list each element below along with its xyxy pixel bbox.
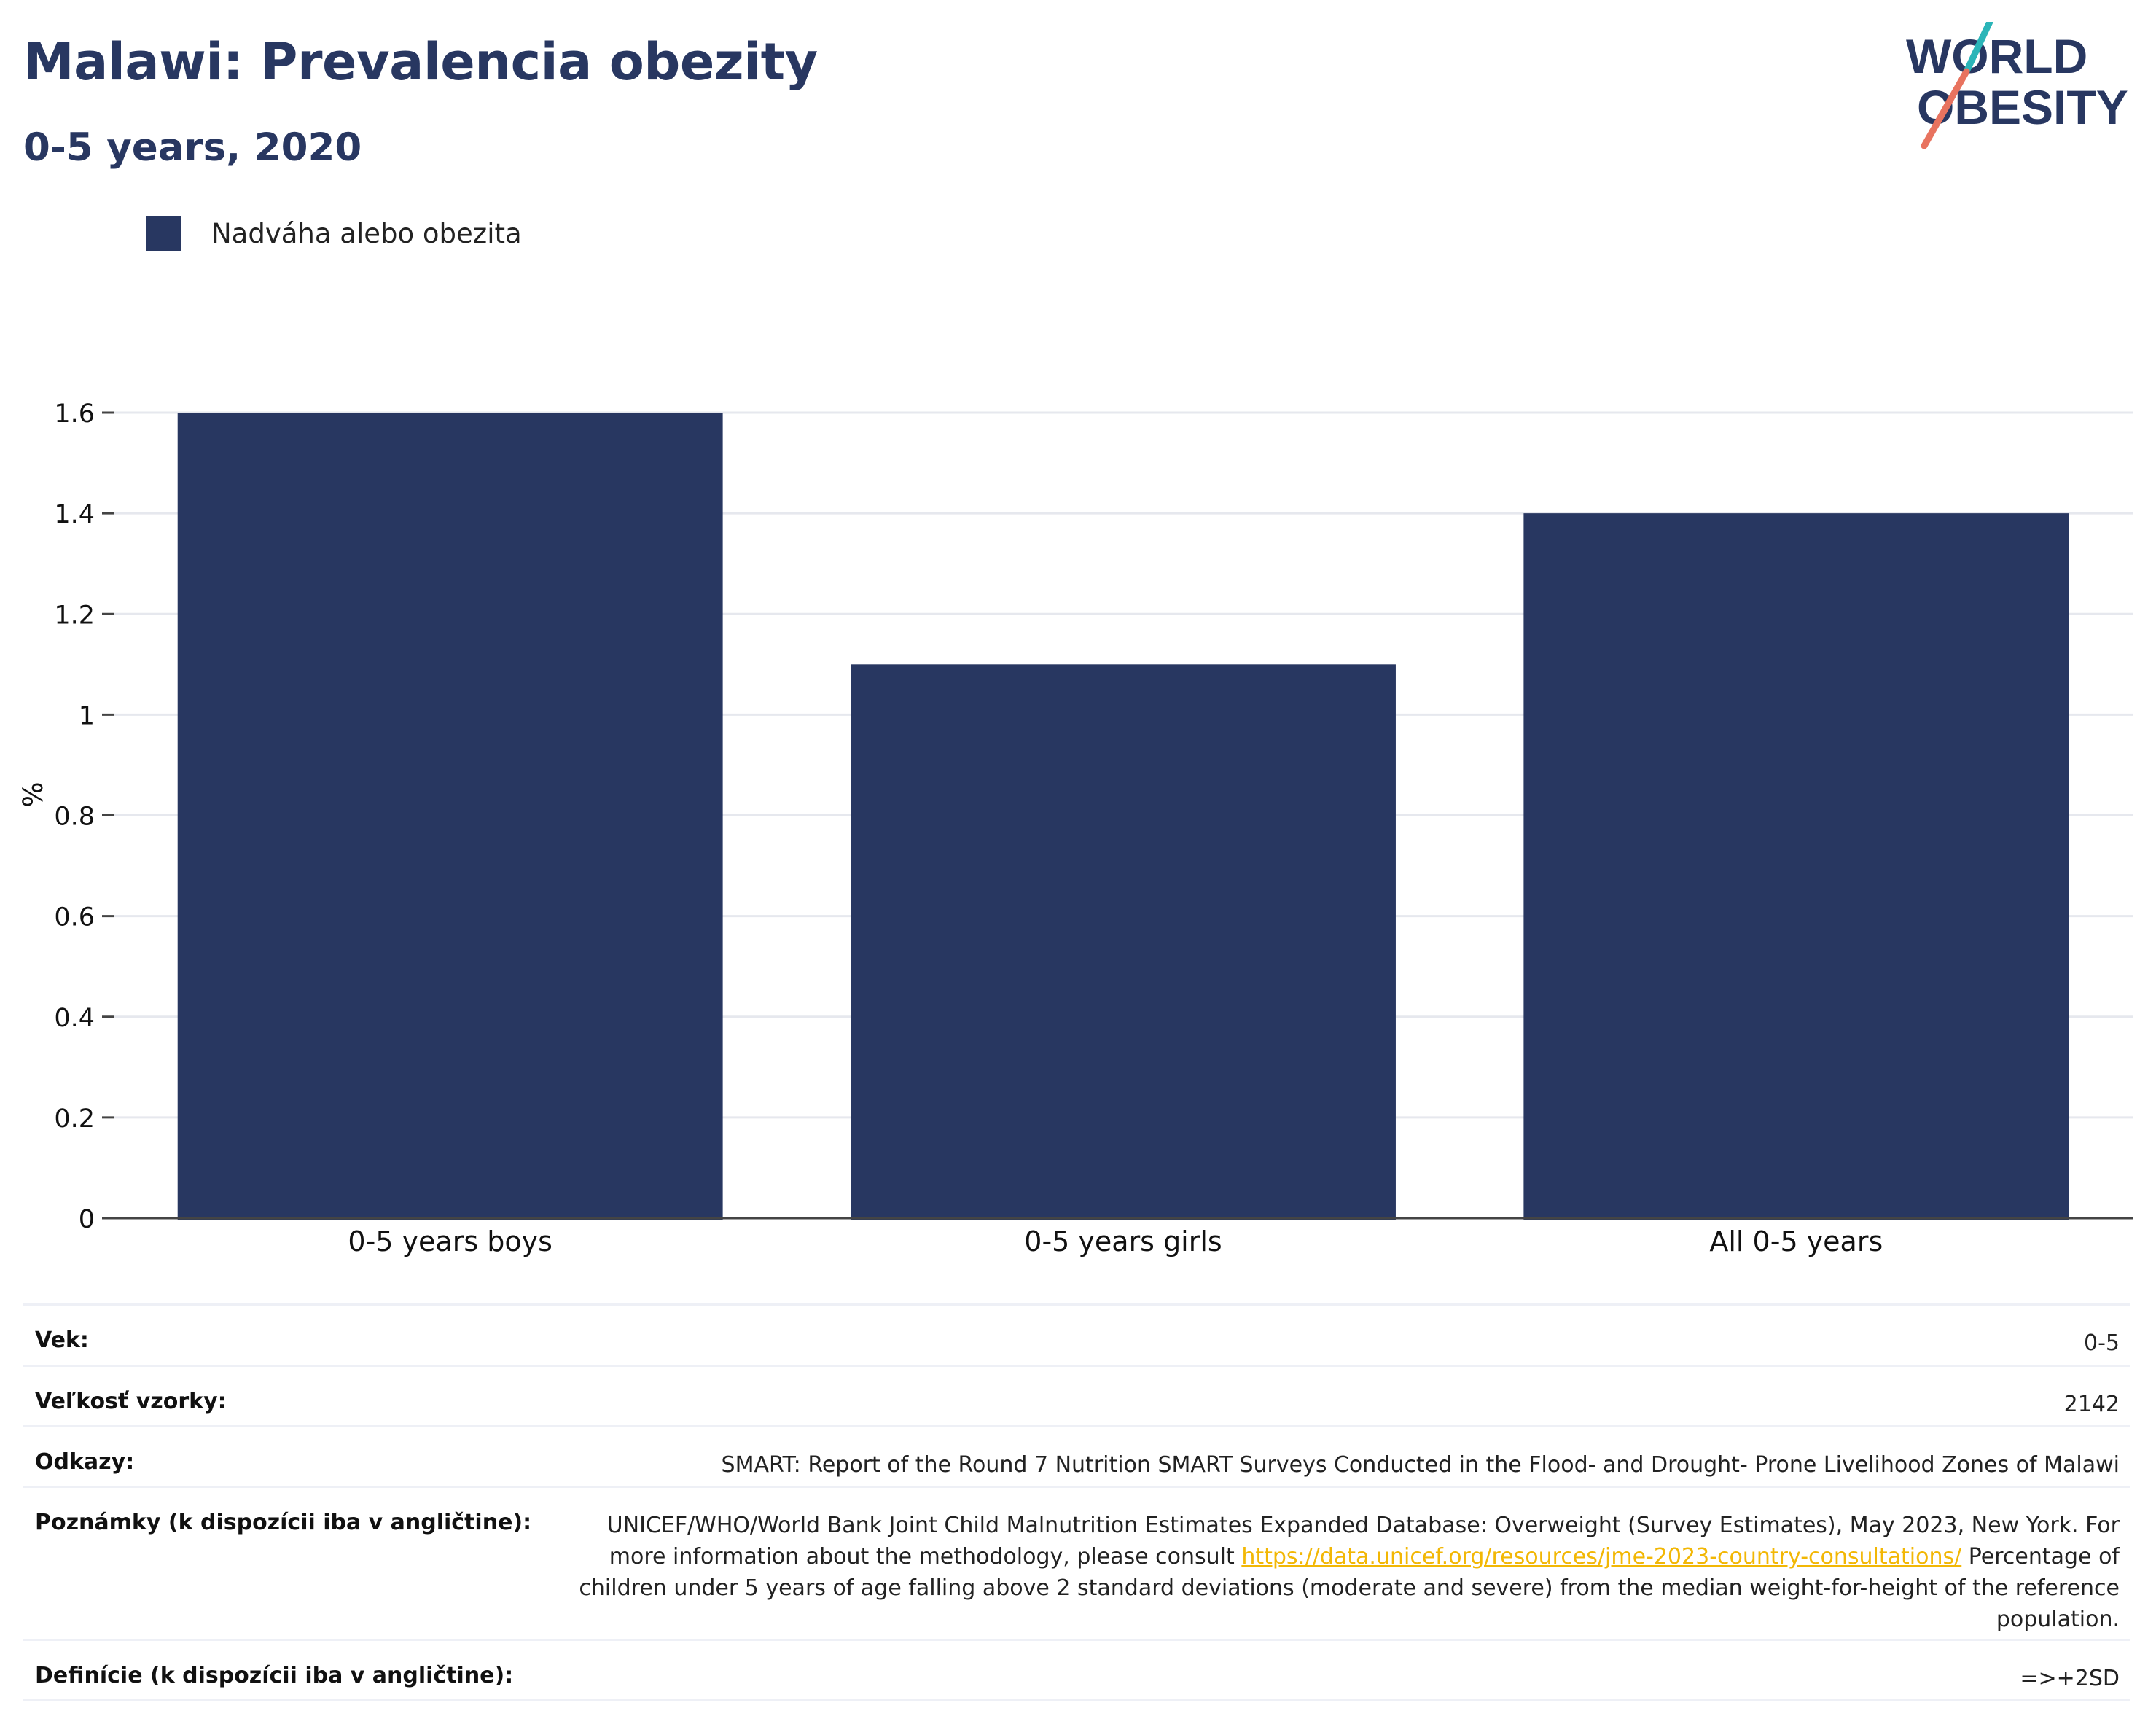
meta-row-sample-size: Veľkosť vzorky: 2142 xyxy=(23,1367,2130,1427)
chart-title: Malawi: Prevalencia obezity xyxy=(23,32,818,92)
meta-value-sample-size: 2142 xyxy=(2063,1392,2120,1417)
meta-value-references: SMART: Report of the Round 7 Nutrition S… xyxy=(721,1452,2120,1478)
meta-label-sample-size: Veľkosť vzorky: xyxy=(35,1389,227,1414)
y-tick-label: 0.2 xyxy=(54,1104,95,1134)
y-tick-label: 1.6 xyxy=(54,399,95,429)
meta-value-notes: UNICEF/WHO/World Bank Joint Child Malnut… xyxy=(560,1488,2130,1635)
bar xyxy=(1523,513,2069,1220)
y-tick-label: 0.6 xyxy=(54,903,95,932)
meta-row-definitions: Definície (k dispozícii iba v angličtine… xyxy=(23,1641,2130,1701)
y-axis-ticks: 0 0.2 0.4 0.6 0.8 1 1.2 1.4 1.6 xyxy=(54,399,114,1234)
meta-value-age: 0-5 xyxy=(2084,1330,2120,1356)
meta-row-notes: Poznámky (k dispozícii iba v angličtine)… xyxy=(23,1488,2130,1641)
notes-text-after: Percentage of children under 5 years of … xyxy=(579,1544,2120,1632)
meta-row-age: Vek: 0-5 xyxy=(23,1306,2130,1367)
meta-label-notes: Poznámky (k dispozícii iba v angličtine)… xyxy=(35,1510,532,1535)
logo-line1: WORLD xyxy=(1906,29,2087,83)
logo-line2: OBESITY xyxy=(1917,80,2128,134)
metadata-table: Vek: 0-5 Veľkosť vzorky: 2142 Odkazy: SM… xyxy=(23,1303,2130,1701)
world-obesity-logo: WORLD OBESITY xyxy=(1906,22,2128,149)
y-tick-label: 1.2 xyxy=(54,601,95,630)
bar-chart: 00.20.40.60.811.21.41.6 0-5 years boys 0-… xyxy=(17,399,2133,1258)
y-axis-label: % xyxy=(17,781,49,807)
bar xyxy=(177,413,723,1220)
y-tick-label: 1 xyxy=(79,701,95,730)
chart-subtitle: 0-5 years, 2020 xyxy=(23,125,362,170)
meta-label-definitions: Definície (k dispozícii iba v angličtine… xyxy=(35,1663,514,1688)
metadata-top-divider xyxy=(23,1303,2130,1306)
y-tick-label: 1.4 xyxy=(54,500,95,529)
logo-slash-coral xyxy=(1921,68,1970,149)
y-tick-label: 0.4 xyxy=(54,1004,95,1033)
logo-slash-teal xyxy=(1963,22,1993,75)
notes-link[interactable]: https://data.unicef.org/resources/jme-20… xyxy=(1241,1544,1962,1570)
x-axis-ticks: 0-5 years boys 0-5 years girls All 0-5 yea… xyxy=(348,1225,1883,1258)
meta-row-references: Odkazy: SMART: Report of the Round 7 Nut… xyxy=(23,1427,2130,1488)
meta-label-age: Vek: xyxy=(35,1327,89,1353)
notes-text-before: UNICEF/WHO/World Bank Joint Child Malnut… xyxy=(606,1513,2120,1570)
legend-label: Nadváha alebo obezita xyxy=(211,217,522,249)
legend[interactable]: Nadváha alebo obezita xyxy=(146,216,522,251)
y-tick-label: 0 xyxy=(79,1205,95,1234)
bar xyxy=(851,664,1396,1220)
x-tick-label: All 0-5 years xyxy=(1709,1225,1883,1258)
meta-value-definitions: =>+2SD xyxy=(2020,1666,2120,1691)
bars xyxy=(177,413,2069,1220)
y-tick-label: 0.8 xyxy=(54,803,95,832)
legend-swatch xyxy=(146,216,181,251)
x-tick-label: 0-5 years girls xyxy=(1024,1225,1222,1258)
x-tick-label: 0-5 years boys xyxy=(348,1225,552,1258)
meta-label-references: Odkazy: xyxy=(35,1449,135,1475)
